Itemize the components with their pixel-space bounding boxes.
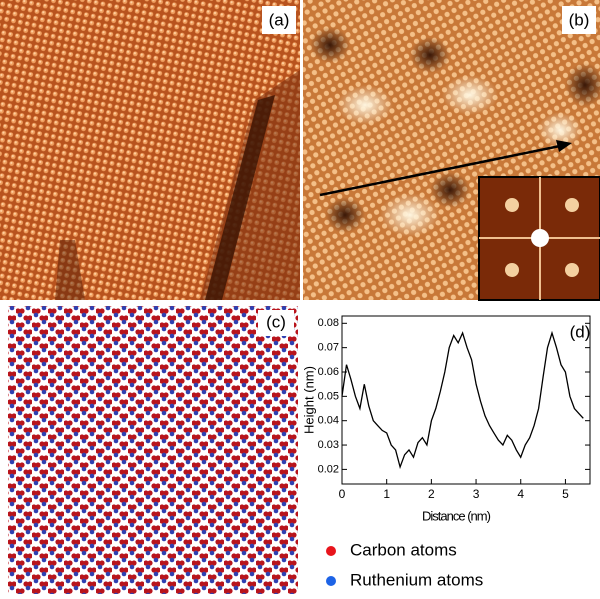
data-line (342, 333, 583, 467)
legend-label: Carbon atoms (350, 540, 457, 559)
x-tick-label: 0 (339, 487, 346, 501)
x-tick-label: 1 (383, 487, 390, 501)
legend-label: Ruthenium atoms (350, 570, 483, 589)
panel-label: (b) (569, 10, 590, 29)
x-tick-label: 5 (562, 487, 569, 501)
panel-label: (a) (269, 10, 290, 29)
plot-frame (342, 316, 590, 484)
x-tick-label: 3 (473, 487, 480, 501)
y-tick-label: 0.06 (318, 366, 339, 378)
x-tick-label: 4 (517, 487, 524, 501)
stm-image-b (303, 0, 600, 300)
x-tick-label: 2 (428, 487, 435, 501)
y-tick-label: 0.05 (318, 390, 339, 402)
legend-marker (326, 576, 336, 586)
y-tick-label: 0.04 (318, 415, 339, 427)
panel-label: (d) (570, 322, 591, 341)
x-axis-label: Distance (nm) (422, 508, 491, 523)
lattice-model (8, 306, 298, 594)
y-axis-label: Height (nm) (301, 366, 316, 434)
figure: (a) (b) (c) (d) Carbon atoms Ruthenium at… (0, 0, 600, 599)
legend-marker (326, 546, 336, 556)
y-tick-label: 0.07 (318, 342, 339, 354)
panel-label: (c) (266, 312, 286, 331)
stm-image-a (0, 0, 300, 300)
y-tick-label: 0.03 (318, 439, 339, 451)
y-tick-label: 0.08 (318, 317, 339, 329)
y-tick-label: 0.02 (318, 463, 339, 475)
